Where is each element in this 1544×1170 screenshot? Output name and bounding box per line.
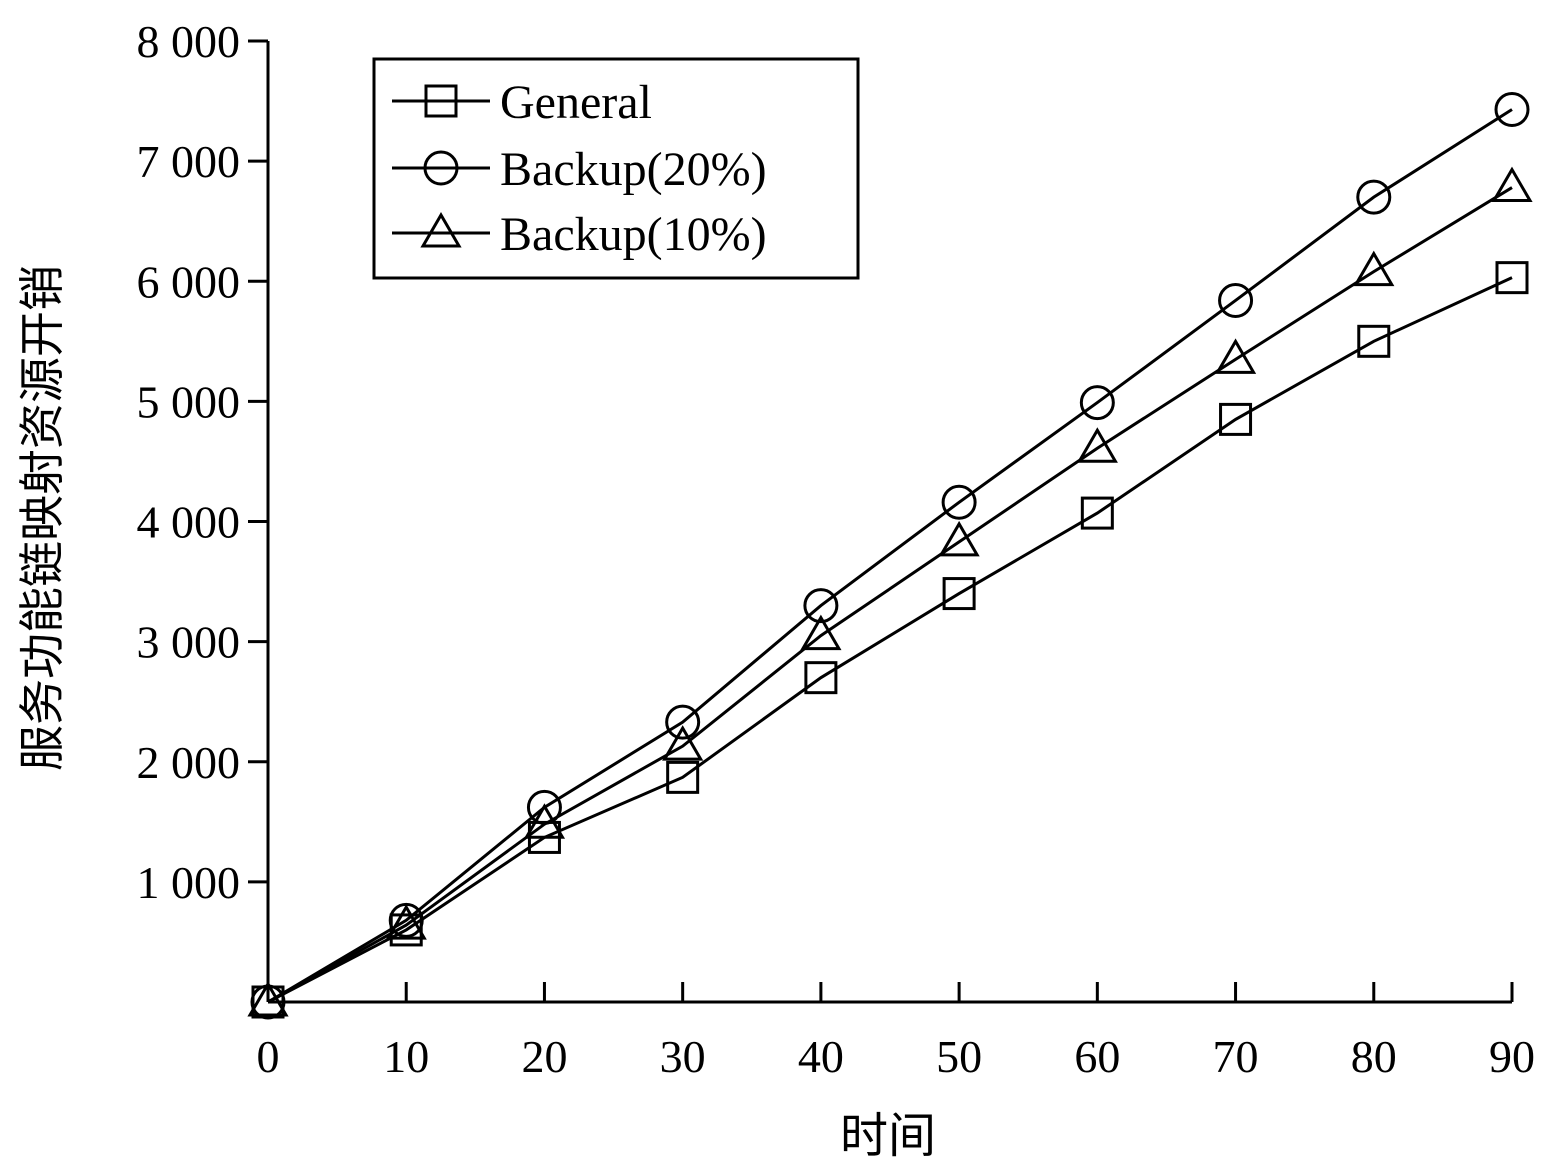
legend: General Backup(20%) Backup(10%): [372, 57, 860, 280]
legend-marker-square: [424, 84, 458, 118]
data-point-triangle: [938, 520, 980, 557]
y-tick-label: 1 000: [137, 857, 241, 908]
series-lines: [267, 108, 1513, 1004]
x-tick-label: 80: [1351, 1031, 1397, 1082]
x-axis-ticks: 0 10 20 30 40 50 60 70 80 90: [257, 982, 1535, 1082]
legend-marker-circle: [423, 150, 459, 186]
data-point-triangle: [1353, 250, 1395, 287]
data-point-triangle: [523, 803, 566, 839]
series-line-square: [267, 276, 1513, 1004]
data-point-triangle: [385, 904, 427, 940]
legend-label: Backup(20%): [500, 143, 767, 196]
x-axis-label: 时间: [840, 1110, 936, 1163]
y-tick-label: 7 000: [137, 136, 241, 187]
y-tick-label: 8 000: [137, 16, 241, 67]
data-point-triangle: [1214, 338, 1257, 374]
y-tick-label: 5 000: [137, 376, 241, 427]
data-point-triangle: [247, 981, 289, 1017]
legend-items: General Backup(20%) Backup(10%): [392, 76, 767, 261]
series-line-triangle: [267, 186, 1513, 1004]
x-tick-label: 90: [1489, 1031, 1535, 1082]
x-tick-label: 50: [936, 1031, 982, 1082]
x-tick-label: 0: [257, 1031, 280, 1082]
data-point-triangle: [662, 725, 704, 761]
data-point-square: [942, 577, 976, 611]
data-point-square: [389, 913, 423, 947]
x-tick-label: 20: [521, 1031, 567, 1082]
data-point-triangle: [800, 614, 842, 651]
data-point-circle: [1218, 282, 1254, 318]
data-point-square: [804, 661, 838, 695]
y-tick-label: 2 000: [137, 737, 241, 788]
data-point-square: [1495, 261, 1529, 295]
y-tick-label: 3 000: [137, 617, 241, 668]
x-tick-label: 60: [1074, 1031, 1120, 1082]
legend-label: General: [500, 76, 652, 129]
x-tick-label: 30: [660, 1031, 706, 1082]
x-tick-label: 10: [383, 1031, 429, 1082]
data-point-circle: [665, 704, 701, 740]
y-tick-label: 4 000: [137, 497, 241, 548]
legend-marker-triangle: [420, 212, 462, 248]
data-point-square: [1219, 402, 1253, 436]
data-point-circle: [526, 789, 562, 825]
data-point-square: [1357, 324, 1391, 358]
y-axis-ticks: 1 000 2 000 3 000 4 000 5 000 6 000 7 000 8 000: [137, 16, 268, 908]
series-markers: [247, 91, 1533, 1020]
x-tick-label: 40: [798, 1031, 844, 1082]
data-point-circle: [1356, 179, 1392, 215]
data-point-triangle: [1076, 427, 1118, 463]
data-point-circle: [803, 588, 839, 624]
data-point-square: [1080, 496, 1114, 530]
data-point-circle: [1079, 385, 1115, 421]
x-tick-label: 70: [1213, 1031, 1259, 1082]
data-point-square: [666, 760, 700, 794]
data-point-circle: [941, 484, 977, 520]
data-point-circle: [1494, 91, 1530, 127]
y-axis-label: 服务功能链映射资源开销: [17, 265, 68, 771]
data-point-triangle: [1491, 166, 1533, 203]
y-tick-label: 6 000: [137, 256, 241, 307]
legend-label: Backup(10%): [500, 208, 767, 261]
series-line-circle: [267, 108, 1513, 1004]
